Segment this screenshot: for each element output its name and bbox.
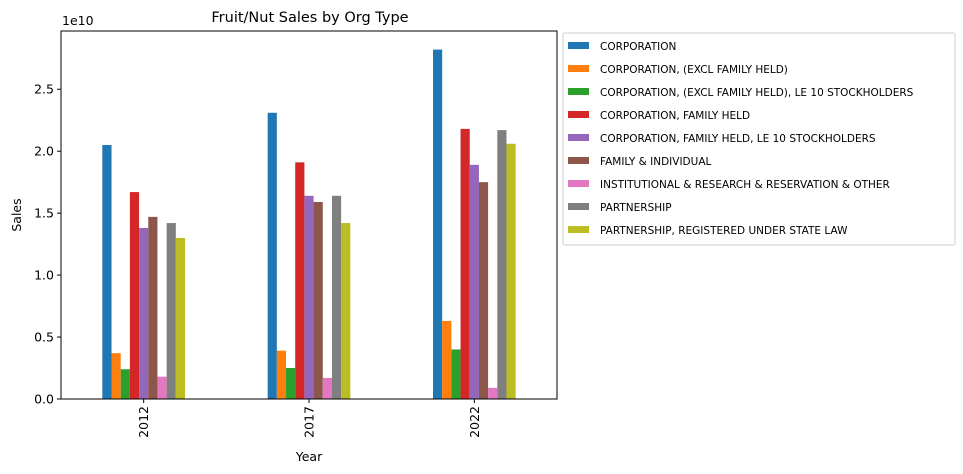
- legend-label: CORPORATION: [600, 41, 676, 53]
- legend-frame: [562, 32, 956, 246]
- bar-2012-series-0: [102, 144, 112, 399]
- legend-swatch: [568, 180, 589, 187]
- bar-2012-series-1: [111, 353, 121, 399]
- y-tick-label: 0.5: [34, 330, 54, 345]
- legend-label: CORPORATION, (EXCL FAMILY HELD): [600, 64, 788, 76]
- bar-2017-series-2: [286, 368, 296, 399]
- bar-2012-series-3: [129, 192, 140, 399]
- legend-swatch: [568, 203, 589, 210]
- y-offset-label: 1e10: [62, 13, 94, 28]
- y-axis-label: Sales: [9, 198, 24, 231]
- bar-2017-series-5: [313, 201, 323, 399]
- bar-2022-series-1: [442, 320, 452, 399]
- legend-label: CORPORATION, (EXCL FAMILY HELD), LE 10 S…: [600, 87, 914, 99]
- legend-swatch: [568, 226, 589, 233]
- legend-swatch: [568, 157, 589, 164]
- bar-2022-series-8: [506, 143, 516, 399]
- bar-2012-series-8: [175, 237, 185, 399]
- bar-2012-series-6: [157, 376, 167, 399]
- legend-label: INSTITUTIONAL & RESEARCH & RESERVATION &…: [600, 179, 890, 191]
- bar-2022-series-7: [497, 130, 507, 399]
- bar-2017-series-7: [331, 195, 342, 399]
- bar-2022-series-0: [433, 49, 443, 400]
- legend-label: PARTNERSHIP, REGISTERED UNDER STATE LAW: [600, 225, 848, 237]
- bar-2012-series-4: [139, 228, 149, 399]
- x-tick-label-2022: 2022: [467, 406, 482, 438]
- bar-2012-series-7: [166, 223, 176, 399]
- bar-2012-series-5: [148, 216, 158, 399]
- legend-label: CORPORATION, FAMILY HELD, LE 10 STOCKHOL…: [600, 133, 876, 145]
- x-tick-label-2017: 2017: [302, 406, 317, 438]
- legend-swatch: [568, 88, 589, 95]
- legend: CORPORATION CORPORATION, (EXCL FAMILY HE…: [562, 32, 956, 246]
- bar-2017-series-4: [304, 195, 314, 399]
- bar-2022-series-6: [488, 387, 498, 399]
- bar-2017-series-3: [295, 162, 305, 399]
- bar-2017-series-8: [341, 223, 351, 399]
- y-tick-label: 2.5: [34, 82, 54, 97]
- y-tick-label: 0.0: [34, 392, 54, 407]
- bar-2012-series-2: [120, 369, 130, 399]
- bar-2022-series-2: [451, 349, 461, 399]
- legend-swatch: [568, 111, 589, 118]
- bar-2017-series-6: [322, 377, 332, 399]
- bar-2017-series-1: [276, 350, 287, 399]
- y-tick-label: 2.0: [34, 144, 54, 159]
- legend-label: CORPORATION, FAMILY HELD: [600, 110, 750, 122]
- bar-2022-series-3: [460, 128, 470, 399]
- x-ticks: 2012 2017 2022: [136, 399, 482, 438]
- x-tick-label-2012: 2012: [136, 406, 151, 438]
- legend-label: PARTNERSHIP: [600, 202, 672, 214]
- chart-title: Fruit/Nut Sales by Org Type: [211, 10, 408, 26]
- plot-frame: [60, 30, 558, 400]
- bar-2022-series-5: [478, 182, 489, 399]
- bars-layer: [102, 49, 516, 400]
- y-tick-label: 1.5: [34, 206, 54, 221]
- y-tick-label: 1.0: [34, 268, 54, 283]
- bar-2017-series-0: [267, 112, 277, 400]
- bar-2022-series-4: [469, 164, 479, 399]
- y-ticks: 0.0 0.5 1.0 1.5 2.0 2.5: [34, 82, 61, 407]
- legend-label: FAMILY & INDIVIDUAL: [600, 156, 712, 168]
- legend-swatch: [568, 134, 589, 141]
- legend-swatch: [568, 65, 589, 72]
- legend-swatch: [568, 42, 589, 49]
- x-axis-label: Year: [295, 449, 323, 464]
